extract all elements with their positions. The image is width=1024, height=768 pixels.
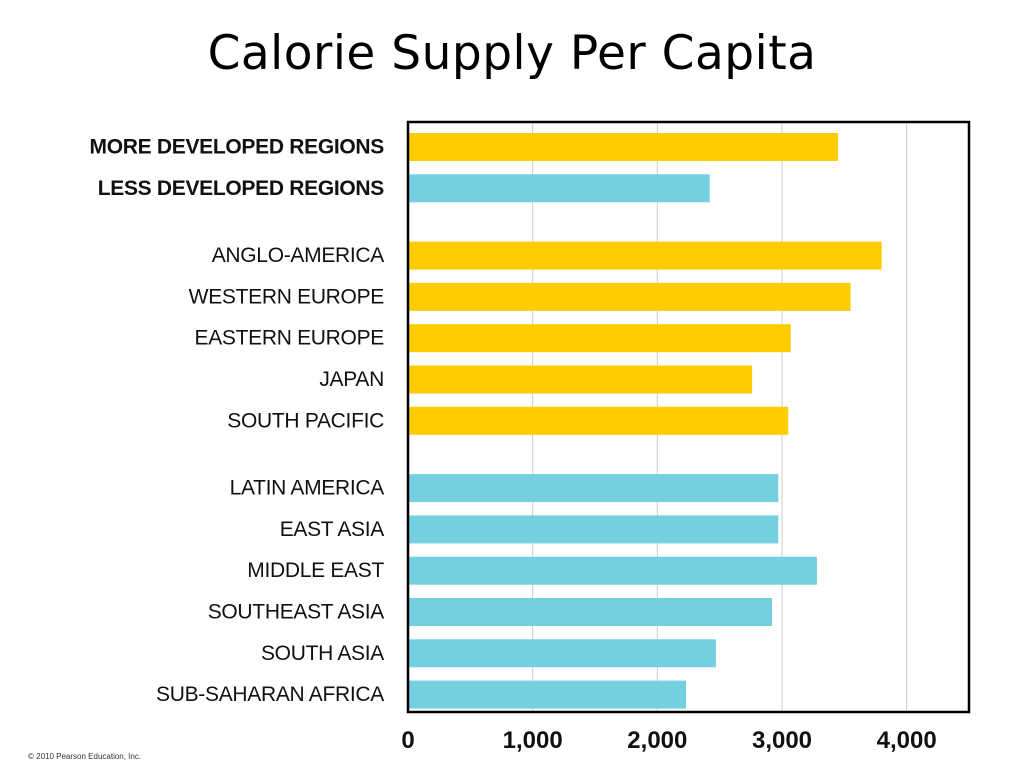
category-label: SUB-SAHARAN AFRICA (156, 683, 384, 706)
category-label: EASTERN EUROPE (194, 327, 384, 350)
plot-frame (406, 120, 971, 714)
bar-eastern-europe (408, 324, 791, 353)
category-label: SOUTHEAST ASIA (208, 601, 385, 624)
bar-western-europe (408, 282, 851, 311)
bar-anglo-america (408, 241, 882, 270)
category-label: ANGLO-AMERICA (212, 244, 385, 267)
category-label: LESS DEVELOPED REGIONS (98, 177, 385, 200)
category-label: LATIN AMERICA (230, 477, 385, 500)
bar-south-asia (408, 639, 716, 668)
category-label: SOUTH PACIFIC (227, 409, 384, 432)
category-label: SOUTH ASIA (261, 642, 384, 665)
category-label: WESTERN EUROPE (189, 285, 385, 308)
bar-japan (408, 365, 753, 394)
bar-more-developed-regions (408, 133, 839, 161)
bar-latin-america (408, 474, 779, 503)
category-label: MIDDLE EAST (247, 559, 384, 582)
bar-east-asia (408, 515, 779, 544)
x-axis-ticks: 0 1,000 2,000 3,000 4,000 (401, 727, 936, 754)
x-tick-label: 3,000 (752, 727, 812, 754)
slide-title: Calorie Supply Per Capita (207, 26, 817, 81)
x-tick-label: 1,000 (503, 727, 563, 754)
bar-southeast-asia (408, 598, 773, 626)
category-labels: MORE DEVELOPED REGIONS LESS DEVELOPED REG… (90, 136, 385, 707)
bars (408, 133, 882, 709)
category-label: JAPAN (319, 368, 384, 391)
category-label: EAST ASIA (280, 518, 385, 541)
bar-sub-saharan-africa (408, 680, 687, 709)
bar-middle-east (408, 556, 817, 585)
copyright-notice: © 2010 Pearson Education, Inc. (28, 752, 142, 761)
x-tick-label: 4,000 (877, 727, 937, 754)
bar-south-pacific (408, 406, 789, 435)
x-tick-label: 0 (401, 727, 414, 754)
x-tick-label: 2,000 (627, 727, 687, 754)
bar-less-developed-regions (408, 174, 710, 203)
category-label: MORE DEVELOPED REGIONS (90, 136, 385, 159)
